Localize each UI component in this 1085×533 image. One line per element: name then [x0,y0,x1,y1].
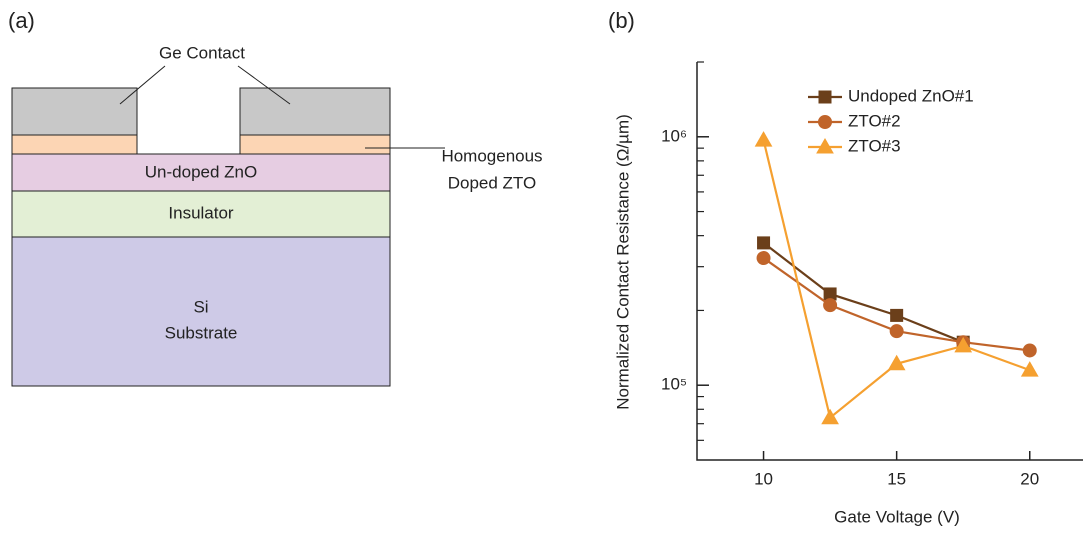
x-axis-label: Gate Voltage (V) [834,507,960,526]
layer-label: Un-doped ZnO [145,162,257,181]
marker [887,354,906,371]
insulator-layer [11,190,391,238]
pointer-line [237,65,291,105]
y-tick-label: 10⁶ [661,126,687,145]
marker [823,287,837,301]
marker [756,251,771,266]
axes [696,62,1083,461]
layer-label: Doped ZTO [448,173,537,192]
marker [1020,361,1039,377]
marker [954,336,973,353]
y-tick-label: 10⁵ [661,375,687,394]
zno-layer [11,153,391,192]
marker [821,408,839,425]
marker [818,90,832,104]
substrate-layer [11,236,391,387]
layer-label: Substrate [165,323,238,342]
pointer-line [119,65,166,105]
layer-label: Si [193,297,208,316]
doped-layer-left [11,134,138,155]
legend-label: Undoped ZnO#1 [848,86,974,105]
marker [757,236,771,250]
series-line [762,139,1031,420]
x-tick-label: 15 [887,469,906,488]
panel-label: (a) [8,8,35,33]
marker [889,324,904,339]
legend-label: ZTO#2 [848,111,901,130]
layer-label: Ge Contact [159,43,245,62]
y-axis-label: Normalized Contact Resistance (Ω/µm) [613,114,632,410]
x-tick-label: 10 [754,469,773,488]
ge-contact-right [239,87,391,136]
marker [1022,343,1037,358]
legend-label: ZTO#3 [848,136,901,155]
marker [816,137,834,154]
layer-label: Homogenous [441,146,542,165]
ge-contact-left [11,87,138,136]
layer-label: Insulator [168,203,234,222]
x-tick-label: 20 [1020,469,1039,488]
doped-layer-right [239,134,391,155]
marker [823,298,838,313]
series-line [762,242,964,344]
marker [754,131,773,147]
marker [818,115,832,129]
panel-label: (b) [608,8,635,33]
marker [890,308,904,322]
